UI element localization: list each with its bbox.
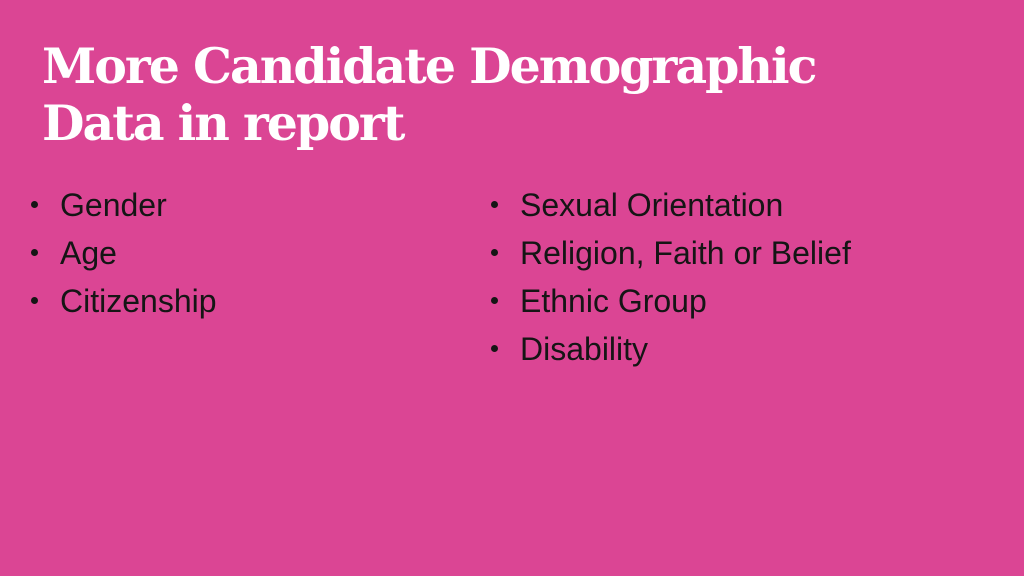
bullet-dot-icon xyxy=(31,297,38,304)
bullet-dot-icon xyxy=(31,201,38,208)
list-item: Sexual Orientation xyxy=(490,181,990,229)
list-item-text: Disability xyxy=(520,331,649,367)
list-item: Citizenship xyxy=(30,277,450,325)
left-bullet-list: Gender Age Citizenship xyxy=(30,181,450,325)
list-item-text: Age xyxy=(60,235,117,271)
bullet-dot-icon xyxy=(31,249,38,256)
slide-title-line-2: Data in report xyxy=(42,94,405,152)
slide-title: More Candidate Demographic Data in repor… xyxy=(42,38,982,152)
bullet-dot-icon xyxy=(491,297,498,304)
list-item: Ethnic Group xyxy=(490,277,990,325)
list-item-text: Religion, Faith or Belief xyxy=(520,235,851,271)
list-item-text: Sexual Orientation xyxy=(520,187,784,223)
list-item-text: Ethnic Group xyxy=(520,283,707,319)
slide-title-line-1: More Candidate Demographic xyxy=(42,37,817,95)
bullet-dot-icon xyxy=(491,201,498,208)
list-item-text: Citizenship xyxy=(60,283,217,319)
list-item: Gender xyxy=(30,181,450,229)
list-item: Religion, Faith or Belief xyxy=(490,229,990,277)
bullet-dot-icon xyxy=(491,249,498,256)
right-bullet-list: Sexual Orientation Religion, Faith or Be… xyxy=(490,181,990,373)
list-item: Disability xyxy=(490,325,990,373)
bullet-dot-icon xyxy=(491,345,498,352)
list-item: Age xyxy=(30,229,450,277)
list-item-text: Gender xyxy=(60,187,167,223)
